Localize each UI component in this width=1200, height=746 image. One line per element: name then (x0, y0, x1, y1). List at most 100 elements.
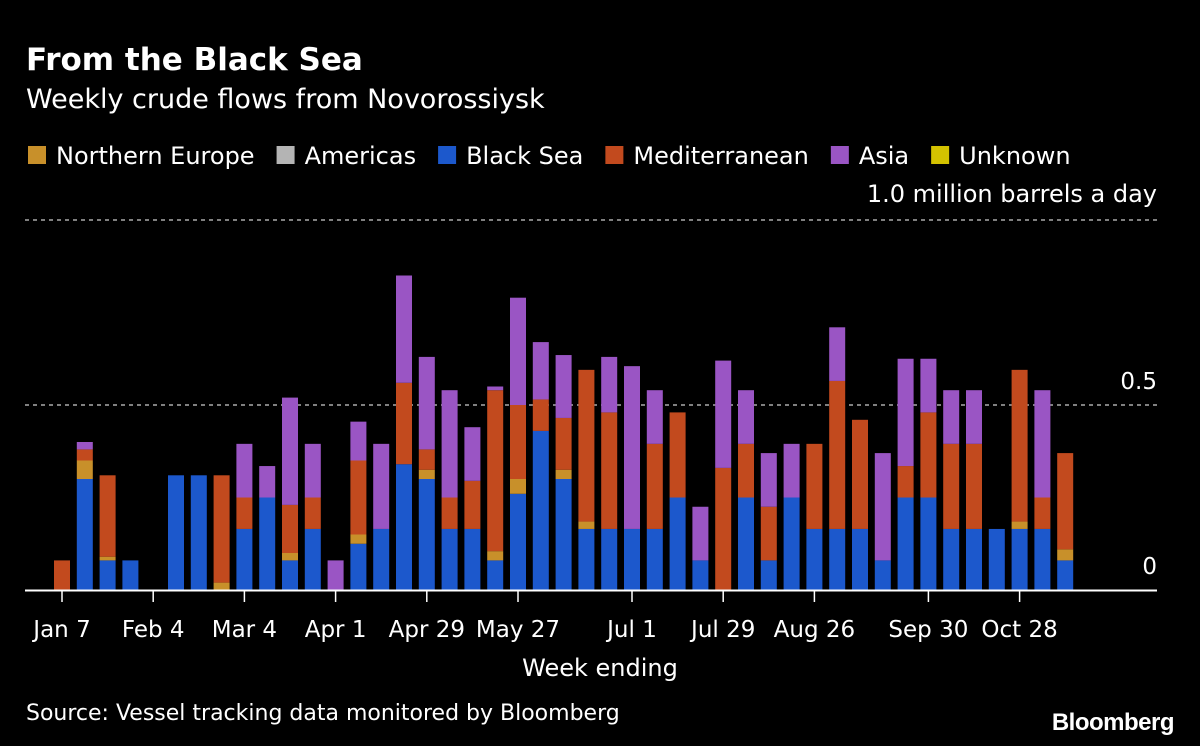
bar-segment-mediterranean (1057, 453, 1074, 550)
bar-segment-northern-europe (578, 521, 595, 529)
bar-stack (829, 327, 846, 590)
bar-segment-asia (692, 506, 709, 561)
bar-segment-mediterranean (920, 412, 937, 498)
legend-item: Americas (276, 142, 416, 170)
legend-label: Asia (859, 142, 909, 170)
bar-segment-black-sea (168, 475, 184, 590)
bar-segment-asia (396, 275, 412, 383)
legend-item: Asia (830, 142, 909, 170)
y-tick-label: 0.5 (1120, 369, 1157, 395)
bar-segment-mediterranean (669, 412, 686, 498)
bar-segment-mediterranean (1034, 497, 1051, 529)
bar-segment-black-sea (897, 497, 914, 590)
bar-stack (487, 386, 504, 590)
bar-segment-black-sea (738, 497, 754, 590)
bar-segment-black-sea (829, 528, 846, 590)
bar-stack (441, 390, 458, 590)
bar-stack (966, 390, 982, 590)
bar-segment-asia (259, 466, 276, 498)
x-axis-title: Week ending (522, 654, 678, 682)
bar-segment-asia (532, 342, 549, 400)
bar-stack (760, 453, 777, 590)
legend-label: Mediterranean (633, 142, 808, 170)
bar-segment-mediterranean (464, 480, 481, 529)
bar-stack (1034, 390, 1051, 590)
legend-swatch (931, 146, 950, 164)
bar-segment-black-sea (783, 497, 800, 590)
bar-stack (532, 342, 549, 590)
bar-segment-mediterranean (715, 467, 732, 590)
bar-segment-mediterranean (99, 475, 116, 557)
x-tick-label: Aug 26 (774, 617, 856, 643)
legend-item: Black Sea (438, 142, 583, 170)
bar-segment-asia (1034, 390, 1051, 498)
bar-segment-black-sea (806, 528, 823, 590)
bar-segment-asia (715, 360, 732, 468)
bar-segment-black-sea (76, 479, 93, 590)
bar-stack (213, 475, 230, 590)
bar-segment-black-sea (966, 528, 982, 590)
legend-item: Mediterranean (605, 142, 809, 170)
bar-stack (396, 275, 412, 590)
bar-stack (282, 397, 298, 590)
bar-stack (852, 419, 868, 590)
bar-stack (783, 443, 800, 590)
chart-title: From the Black Sea (26, 42, 363, 78)
x-tick-label: May 27 (476, 617, 560, 643)
bar-segment-black-sea (988, 528, 1005, 590)
bar-segment-asia (624, 366, 640, 529)
bar-segment-mediterranean (282, 504, 298, 553)
bar-segment-black-sea (99, 560, 116, 590)
bar-stack (692, 506, 709, 590)
bar-stack (897, 358, 914, 590)
bar-stack (1011, 369, 1028, 590)
bar-segment-mediterranean (396, 382, 412, 465)
bar-segment-asia (760, 453, 777, 507)
bar-segment-mediterranean (738, 443, 754, 498)
bar-segment-northern-europe (1011, 521, 1028, 529)
legend-label: Black Sea (466, 142, 583, 170)
bar-segment-black-sea (441, 528, 458, 590)
bar-stack (54, 560, 70, 590)
bar-segment-asia (920, 358, 937, 413)
bar-segment-black-sea (920, 497, 937, 590)
bar-stack (988, 528, 1005, 590)
bar-segment-mediterranean (441, 497, 458, 529)
bloomberg-logo: Bloomberg (1052, 709, 1174, 736)
bar-segment-mediterranean (966, 443, 982, 529)
x-tick-label: Jul 29 (689, 617, 755, 643)
bar-segment-mediterranean (578, 369, 595, 522)
bar-segment-asia (236, 443, 253, 498)
bar-segment-asia (327, 560, 344, 590)
bar-segment-black-sea (532, 430, 549, 590)
bar-segment-mediterranean (806, 443, 823, 529)
gridlines: 00.5 (25, 219, 1157, 580)
bar-stack (715, 360, 732, 590)
bar-stack (874, 453, 891, 590)
bar-stack (236, 443, 253, 590)
x-tick-label: Apr 1 (305, 617, 367, 643)
y-tick-label: 0 (1142, 554, 1157, 580)
bar-segment-asia (874, 453, 891, 561)
bar-segment-mediterranean (943, 443, 960, 529)
legend-label: Northern Europe (56, 142, 255, 170)
bar-segment-northern-europe (1057, 549, 1074, 561)
bar-segment-black-sea (1057, 560, 1074, 590)
bar-segment-mediterranean (510, 405, 526, 479)
bar-segment-black-sea (464, 528, 481, 590)
bar-stack (601, 356, 618, 590)
bar-segment-black-sea (669, 497, 686, 590)
bar-segment-mediterranean (304, 497, 321, 529)
bar-segment-black-sea (1011, 528, 1028, 590)
bar-segment-black-sea (692, 560, 709, 590)
bar-segment-black-sea (578, 528, 595, 590)
legend-swatch (605, 146, 624, 164)
bar-segment-black-sea (624, 528, 640, 590)
bar-segment-black-sea (874, 560, 891, 590)
bar-segment-mediterranean (646, 443, 663, 529)
bar-segment-mediterranean (760, 506, 777, 561)
bar-segment-black-sea (555, 479, 572, 590)
bar-segment-mediterranean (350, 460, 367, 535)
bar-segment-asia (555, 355, 572, 418)
